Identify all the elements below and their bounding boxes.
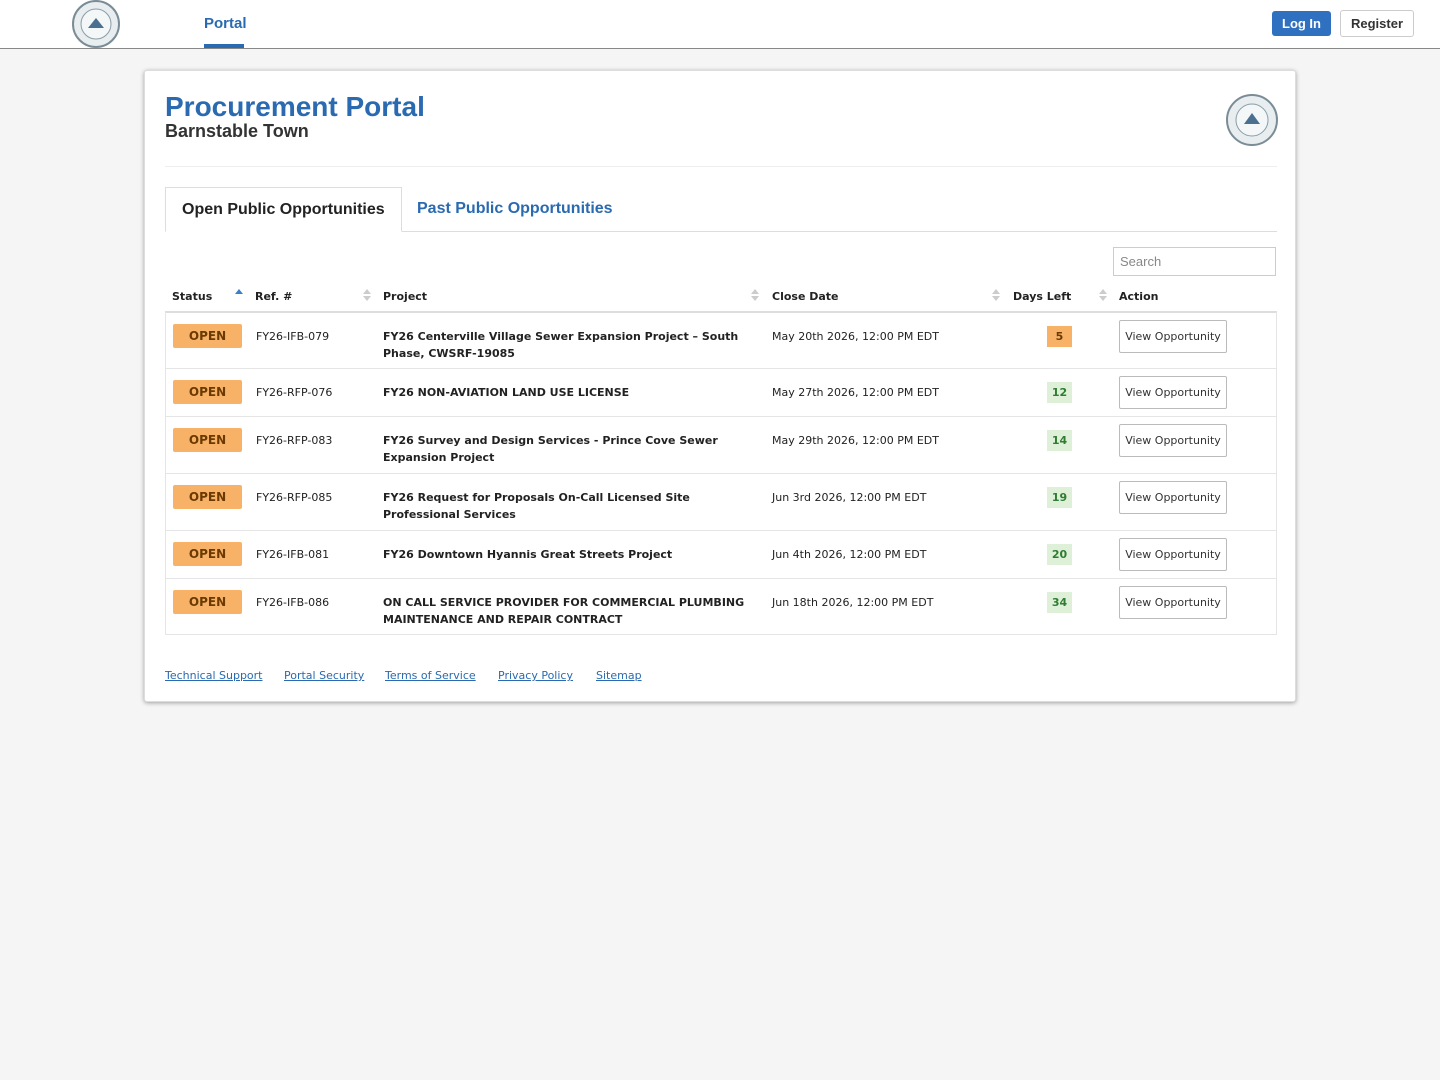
days-left: 20 <box>1047 544 1072 565</box>
close-date: Jun 18th 2026, 12:00 PM EDT <box>772 596 934 609</box>
register-button[interactable]: Register <box>1340 10 1414 37</box>
table-row: OPEN FY26-RFP-085 FY26 Request for Propo… <box>166 474 1276 531</box>
project-name: FY26 Request for Proposals On-Call Licen… <box>383 491 690 521</box>
status-badge: OPEN <box>173 485 242 509</box>
sort-icon <box>1099 289 1107 301</box>
view-button[interactable]: View Opportunity <box>1119 538 1227 571</box>
status-badge: OPEN <box>173 324 242 348</box>
ref-number: FY26-IFB-079 <box>256 330 330 343</box>
days-left: 12 <box>1047 382 1072 403</box>
footer-link[interactable]: Technical Support <box>165 669 263 682</box>
footer-link[interactable]: Privacy Policy <box>498 669 573 682</box>
sort-icon <box>235 289 243 301</box>
column-header[interactable]: Status <box>172 290 213 303</box>
table-row: OPEN FY26-IFB-079 FY26 Centerville Villa… <box>166 313 1276 369</box>
footer-link[interactable]: Portal Security <box>284 669 365 682</box>
tab-line <box>165 231 1277 232</box>
nav-portal[interactable]: Portal <box>204 15 247 32</box>
project-name: FY26 Survey and Design Services - Prince… <box>383 434 718 464</box>
town-seal <box>72 0 120 48</box>
project-name: FY26 Downtown Hyannis Great Streets Proj… <box>383 548 673 561</box>
view-button[interactable]: View Opportunity <box>1119 376 1227 409</box>
ref-number: FY26-IFB-081 <box>256 548 330 561</box>
column-header[interactable]: Days Left <box>1013 290 1072 303</box>
view-button[interactable]: View Opportunity <box>1119 481 1227 514</box>
nav-underline <box>204 44 244 48</box>
close-date: May 27th 2026, 12:00 PM EDT <box>772 386 939 399</box>
table-row: OPEN FY26-IFB-081 FY26 Downtown Hyannis … <box>166 531 1276 579</box>
close-date: Jun 3rd 2026, 12:00 PM EDT <box>772 491 927 504</box>
days-left: 34 <box>1047 592 1072 613</box>
sort-icon <box>751 289 759 301</box>
project-name: ON CALL SERVICE PROVIDER FOR COMMERCIAL … <box>383 596 745 626</box>
search-input[interactable]: Search <box>1113 247 1276 276</box>
table-row: OPEN FY26-RFP-083 FY26 Survey and Design… <box>166 417 1276 474</box>
days-left: 14 <box>1047 430 1072 451</box>
login-button[interactable]: Log In <box>1272 11 1331 36</box>
close-date: May 20th 2026, 12:00 PM EDT <box>772 330 939 343</box>
divider <box>165 166 1277 167</box>
status-badge: OPEN <box>173 428 242 452</box>
days-left: 5 <box>1047 326 1072 347</box>
footer-link[interactable]: Sitemap <box>596 669 642 682</box>
page-subtitle: Barnstable Town <box>165 121 309 141</box>
tab-open[interactable]: Open Public Opportunities <box>165 187 402 232</box>
tab-past[interactable]: Past Public Opportunities <box>417 200 613 217</box>
project-name: FY26 NON-AVIATION LAND USE LICENSE <box>383 386 630 399</box>
status-badge: OPEN <box>173 380 242 404</box>
page-title: Procurement Portal <box>165 91 425 122</box>
status-badge: OPEN <box>173 542 242 566</box>
ref-number: FY26-RFP-085 <box>256 491 333 504</box>
table-row: OPEN FY26-RFP-076 FY26 NON-AVIATION LAND… <box>166 369 1276 417</box>
table-body: OPEN FY26-IFB-079 FY26 Centerville Villa… <box>165 311 1277 635</box>
view-button[interactable]: View Opportunity <box>1119 320 1227 353</box>
days-left: 19 <box>1047 487 1072 508</box>
close-date: Jun 4th 2026, 12:00 PM EDT <box>772 548 927 561</box>
sort-icon <box>992 289 1000 301</box>
column-header[interactable]: Project <box>383 290 428 303</box>
column-header: Action <box>1119 290 1159 303</box>
content-card: Procurement Portal Barnstable Town Open … <box>144 70 1296 702</box>
status-badge: OPEN <box>173 590 242 614</box>
view-button[interactable]: View Opportunity <box>1119 424 1227 457</box>
ref-number: FY26-RFP-076 <box>256 386 333 399</box>
column-header[interactable]: Close Date <box>772 290 839 303</box>
header-seal <box>1226 94 1278 146</box>
view-button[interactable]: View Opportunity <box>1119 586 1227 619</box>
project-name: FY26 Centerville Village Sewer Expansion… <box>383 330 739 360</box>
sort-icon <box>363 289 371 301</box>
top-bar: Portal Log In Register <box>0 0 1440 49</box>
ref-number: FY26-IFB-086 <box>256 596 330 609</box>
column-header[interactable]: Ref. # <box>255 290 293 303</box>
table-row: OPEN FY26-IFB-086 ON CALL SERVICE PROVID… <box>166 579 1276 634</box>
footer-link[interactable]: Terms of Service <box>385 669 476 682</box>
ref-number: FY26-RFP-083 <box>256 434 333 447</box>
close-date: May 29th 2026, 12:00 PM EDT <box>772 434 939 447</box>
